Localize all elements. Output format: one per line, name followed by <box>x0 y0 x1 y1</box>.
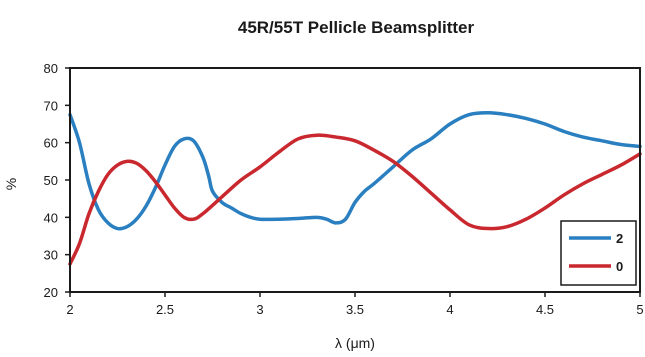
series-line-0 <box>68 133 642 266</box>
legend-box <box>560 220 637 286</box>
x-axis-label: λ (μm) <box>335 335 375 351</box>
x-tick-label: 2.5 <box>156 302 174 317</box>
series-line-2 <box>68 111 642 231</box>
x-tick-label: 5 <box>636 302 643 317</box>
x-tick-label: 3.5 <box>346 302 364 317</box>
y-tick-label: 80 <box>44 61 58 76</box>
chart-title: 45R/55T Pellicle Beamsplitter <box>238 18 475 37</box>
x-tick-label: 4.5 <box>536 302 554 317</box>
y-tick-label: 40 <box>44 210 58 225</box>
x-tick-label: 3 <box>256 302 263 317</box>
y-tick-label: 50 <box>44 173 58 188</box>
x-tick-label: 4 <box>446 302 453 317</box>
x-tick-label: 2 <box>66 302 73 317</box>
y-axis-label: % <box>3 178 19 190</box>
plot-frame <box>69 67 641 293</box>
y-tick-label: 20 <box>44 285 58 300</box>
y-tick-label: 70 <box>44 98 58 113</box>
series-layer <box>68 111 642 266</box>
y-tick-label: 60 <box>44 136 58 151</box>
legend-label-series-2: 2 <box>616 231 623 246</box>
legend: 2 0 <box>560 220 637 286</box>
y-tick-label: 30 <box>44 248 58 263</box>
legend-label-series-0: 0 <box>616 259 623 274</box>
